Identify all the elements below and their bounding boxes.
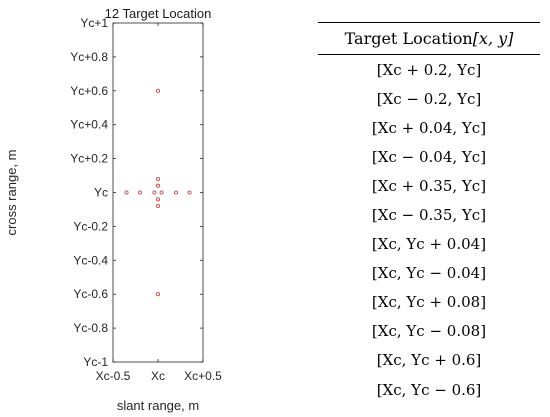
target-point-marker (155, 197, 161, 202)
scatter-chart: Yc+1 Yc+0.8 Yc+0.6 Yc+0.4 Yc+0.2 Yc Yc-0.2 Yc-0… (4, 6, 222, 413)
target-point-marker (155, 176, 161, 181)
table-row: [Xc, Yc + 0.04] (371, 235, 487, 254)
table-top-rule (318, 22, 540, 23)
target-point-marker (155, 183, 161, 188)
y-tick-label: Yc-0.6 (73, 287, 108, 301)
table-row: [Xc + 0.2, Yc] (376, 60, 482, 79)
target-point-marker (137, 190, 143, 195)
table-row: [Xc, Yc + 0.6] (376, 351, 482, 370)
chart-title: 12 Target Location (105, 6, 212, 21)
y-tick-label: Yc+0.6 (70, 84, 108, 98)
y-tick-label: Yc-1 (83, 355, 108, 369)
target-point-marker (155, 204, 161, 209)
target-location-table: Target Location [x, y] [Xc + 0.2, Yc] [Xc… (318, 22, 540, 404)
y-tick-label: Yc (94, 186, 108, 200)
target-point-marker (155, 88, 161, 93)
table-row: [Xc − 0.35, Yc] (371, 206, 487, 225)
y-tick-label: Yc-0.8 (73, 321, 108, 335)
x-tick-label: Xc-0.5 (96, 369, 131, 383)
y-tick-label: Yc-0.4 (73, 253, 108, 267)
target-point-marker (159, 190, 164, 195)
table-row: [Xc, Yc + 0.08] (371, 293, 487, 312)
table-header-rule (318, 54, 540, 55)
axis-ticks: Yc+1 Yc+0.8 Yc+0.6 Yc+0.4 Yc+0.2 Yc Yc-0.2 Yc-0… (70, 16, 222, 383)
table-row: [Xc − 0.2, Yc] (376, 89, 482, 108)
y-axis-title: cross range, m (4, 150, 19, 236)
table-row: [Xc + 0.04, Yc] (371, 118, 487, 137)
x-tick-label: Xc+0.5 (184, 369, 222, 383)
target-point-marker (187, 190, 192, 195)
x-axis-title: slant range, m (117, 398, 199, 413)
target-point-marker (173, 190, 179, 195)
y-tick-label: Yc+0.4 (70, 118, 108, 132)
target-point-marker (124, 190, 129, 195)
chart-canvas: Yc+1 Yc+0.8 Yc+0.6 Yc+0.4 Yc+0.2 Yc Yc-0.2 Yc-0… (4, 6, 222, 413)
table-row: [Xc, Yc − 0.04] (371, 264, 487, 283)
x-tick-label: Xc (151, 369, 165, 383)
y-tick-label: Yc-0.2 (73, 219, 108, 233)
table-row: [Xc + 0.35, Yc] (371, 176, 487, 195)
target-point-marker (155, 292, 161, 297)
table-header-math: [x, y] (472, 29, 514, 48)
plot-area (112, 22, 204, 363)
table-row: [Xc, Yc − 0.6] (376, 380, 482, 399)
table-row: [Xc, Yc − 0.08] (371, 322, 487, 341)
data-points (124, 88, 192, 297)
y-tick-label: Yc+0.8 (70, 50, 108, 64)
table-body: [Xc + 0.2, Yc] [Xc − 0.2, Yc] [Xc + 0.04, … (318, 55, 540, 404)
target-point-marker (152, 190, 157, 195)
y-tick-label: Yc+1 (80, 16, 108, 30)
y-tick-label: Yc+0.2 (70, 152, 108, 166)
table-row: [Xc − 0.04, Yc] (371, 147, 487, 166)
table-header-label: Target Location (344, 29, 473, 48)
table-header: Target Location [x, y] (318, 23, 540, 54)
